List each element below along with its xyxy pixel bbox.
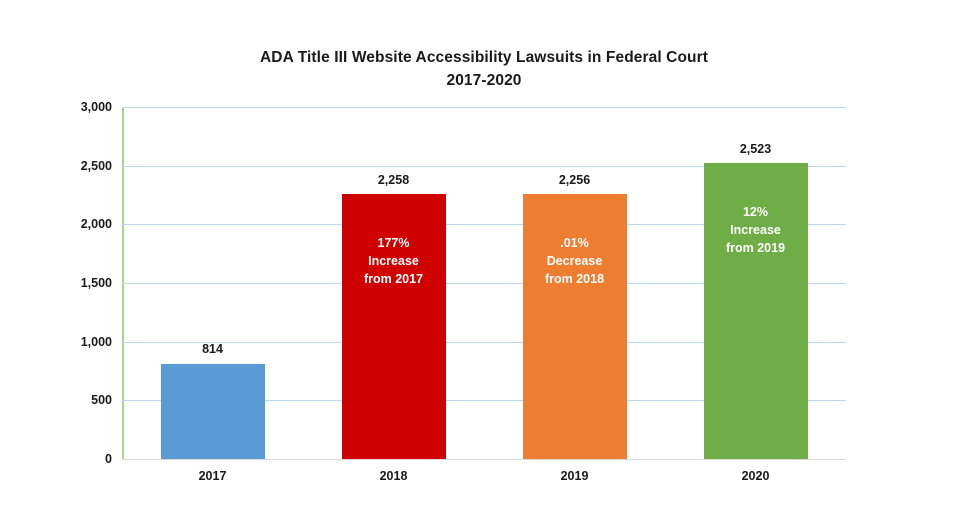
- x-tick-label-2018: 2018: [379, 469, 408, 483]
- plot-area: 814 177% Increase from 2017 2,258 .01% Decreas…: [122, 107, 846, 460]
- x-tick-label-2019: 2019: [560, 469, 589, 483]
- x-tick-label-2020: 2020: [741, 469, 770, 483]
- gridline-2000: [122, 224, 846, 226]
- gridline-3000: [122, 107, 846, 108]
- gridline-0: [122, 459, 846, 460]
- bar-annotation-line: Decrease: [546, 254, 603, 269]
- x-tick-label-2017: 2017: [198, 469, 227, 483]
- bar-value-label: 2,523: [739, 141, 772, 156]
- y-tick-label: 1,000: [80, 334, 112, 349]
- bar-annotation-line: Increase: [730, 222, 781, 237]
- bar-value-label: 2,258: [377, 173, 410, 188]
- bar-annotation-line: from 2018: [544, 272, 605, 287]
- y-tick-label: 2,000: [80, 217, 112, 232]
- y-tick-label: 500: [91, 393, 112, 408]
- y-tick-label: 3,000: [80, 100, 112, 114]
- y-tick-label: 0: [105, 452, 112, 466]
- gridline-2500: [122, 165, 846, 167]
- chart-title-line-2: 2017-2020: [446, 72, 522, 89]
- bar-annotation-line: Increase: [368, 254, 419, 269]
- bar-annotation-line: from 2019: [725, 240, 786, 255]
- bar-value-label: 2,256: [558, 173, 591, 188]
- bar-2017[interactable]: [160, 363, 265, 459]
- bar-2020[interactable]: 12% Increase from 2019: [703, 162, 808, 459]
- bar-value-label: 814: [202, 342, 223, 357]
- bar-2019[interactable]: .01% Decrease from 2018: [522, 194, 627, 459]
- chart-title: ADA Title III Website Accessibility Laws…: [0, 46, 968, 92]
- bar-annotation: .01% Decrease from 2018: [523, 234, 627, 288]
- bar-annotation-line: from 2017: [363, 272, 424, 287]
- bar-annotation: 12% Increase from 2019: [704, 203, 808, 257]
- x-axis-tick-labels: 2017 2018 2019 2020: [122, 464, 846, 488]
- bar-annotation-line: .01%: [560, 236, 589, 251]
- gridline-500: [122, 400, 846, 402]
- y-tick-label: 2,500: [80, 158, 112, 173]
- gridline-1500: [122, 283, 846, 284]
- bar-annotation: 177% Increase from 2017: [342, 234, 446, 288]
- bar-2018[interactable]: 177% Increase from 2017: [341, 194, 446, 459]
- bar-annotation-line: 177%: [377, 236, 410, 251]
- y-tick-label: 1,500: [80, 276, 112, 290]
- y-axis-tick-labels: 0 500 1,000 1,500 2,000 2,500 3,000: [47, 100, 112, 466]
- chart-title-line-1: ADA Title III Website Accessibility Laws…: [260, 49, 708, 66]
- bar-annotation-line: 12%: [742, 204, 769, 219]
- gridline-1000: [122, 341, 846, 343]
